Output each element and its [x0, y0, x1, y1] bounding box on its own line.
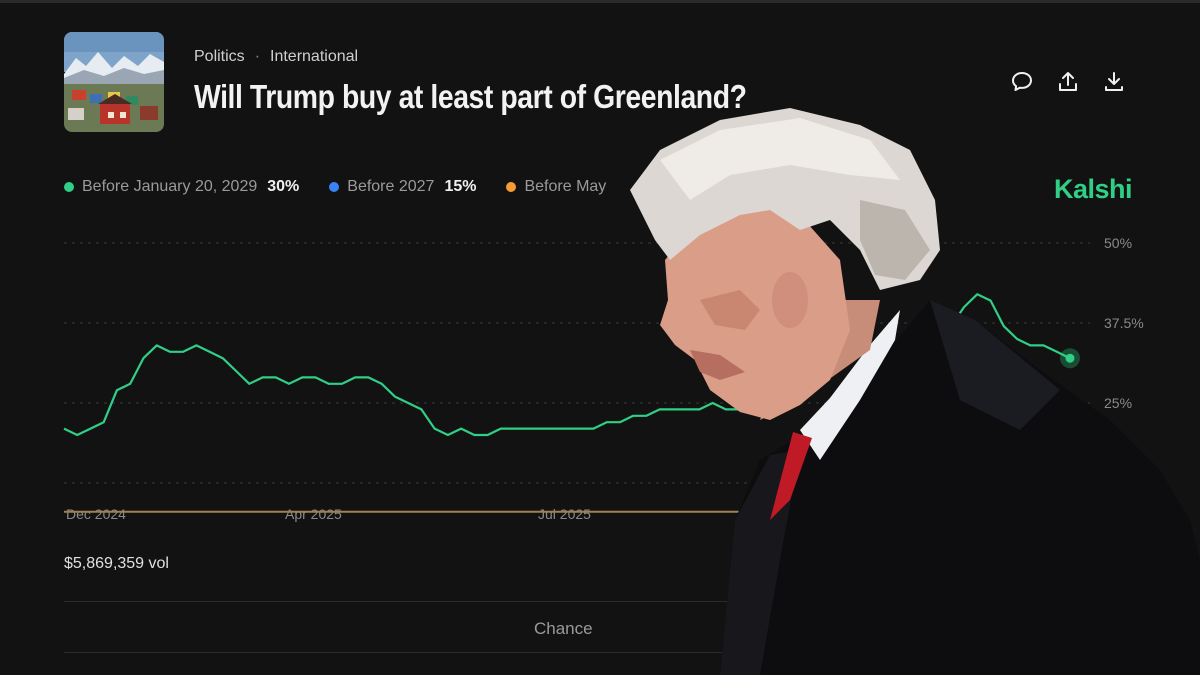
tab-chance[interactable]: Chance	[534, 619, 593, 638]
legend-item-may[interactable]: Before May	[506, 178, 606, 196]
breadcrumb-subcategory[interactable]: International	[270, 48, 359, 65]
x-tick-label: Apr 2025	[285, 506, 342, 522]
legend-label: Before 2027	[347, 178, 435, 195]
market-thumbnail	[64, 32, 164, 132]
action-toolbar	[1010, 70, 1126, 94]
kalshi-logo: Kalshi	[1054, 174, 1133, 204]
y-tick-label: 37.5%	[1104, 315, 1144, 331]
legend-label: Before January 20, 2029	[82, 178, 258, 195]
series-line-0	[63, 293, 1071, 437]
x-tick-label: Jul 2025	[538, 506, 591, 522]
breadcrumb: Politics · International	[194, 48, 358, 66]
volume-label: $5,869,359 vol	[64, 555, 169, 572]
legend-dot-blue	[329, 182, 340, 192]
divider	[64, 601, 1136, 602]
legend-dot-green	[64, 182, 74, 192]
chat-bubble-icon[interactable]	[1010, 70, 1034, 94]
breadcrumb-separator: ·	[254, 48, 261, 65]
legend-label: Before May	[524, 178, 607, 195]
legend-value: 15%	[444, 178, 477, 195]
divider	[64, 652, 1136, 653]
top-border	[0, 0, 1200, 3]
legend-item-2027[interactable]: Before 2027 15%	[329, 178, 476, 196]
current-point[interactable]	[1065, 353, 1075, 363]
breadcrumb-category[interactable]: Politics	[194, 48, 245, 65]
y-tick-label: 25%	[1104, 395, 1132, 411]
download-icon[interactable]	[1102, 70, 1126, 94]
legend-item-2029[interactable]: Before January 20, 2029 30%	[64, 178, 299, 196]
legend-value: 30%	[267, 178, 300, 195]
share-icon[interactable]	[1056, 70, 1080, 94]
chart-legend: Before January 20, 2029 30% Before 2027 …	[64, 178, 606, 196]
legend-dot-orange	[506, 182, 517, 192]
x-tick-label: Dec 2024	[66, 506, 126, 522]
y-tick-label: 50%	[1104, 235, 1132, 251]
